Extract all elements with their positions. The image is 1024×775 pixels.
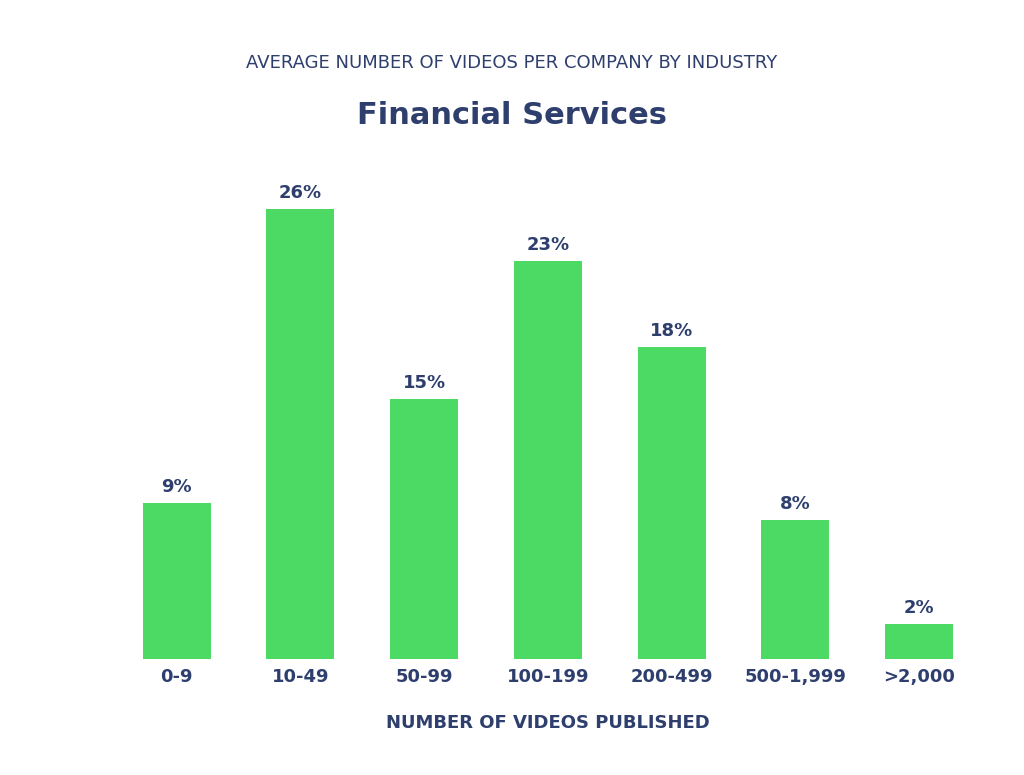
Bar [514,260,582,659]
Bar [885,624,953,659]
Text: 2%: 2% [904,599,934,617]
Bar [761,520,829,659]
Bar [266,208,335,659]
Text: 26%: 26% [279,184,322,202]
Bar [390,399,458,659]
X-axis label: NUMBER OF VIDEOS PUBLISHED: NUMBER OF VIDEOS PUBLISHED [386,715,710,732]
Text: 23%: 23% [526,236,569,253]
Bar [142,503,211,659]
Text: 8%: 8% [780,495,811,513]
Text: 15%: 15% [402,374,445,392]
Text: AVERAGE NUMBER OF VIDEOS PER COMPANY BY INDUSTRY: AVERAGE NUMBER OF VIDEOS PER COMPANY BY … [247,54,777,72]
Text: 18%: 18% [650,322,693,340]
Text: 9%: 9% [162,478,191,496]
Bar [638,347,706,659]
Text: Financial Services: Financial Services [357,101,667,129]
